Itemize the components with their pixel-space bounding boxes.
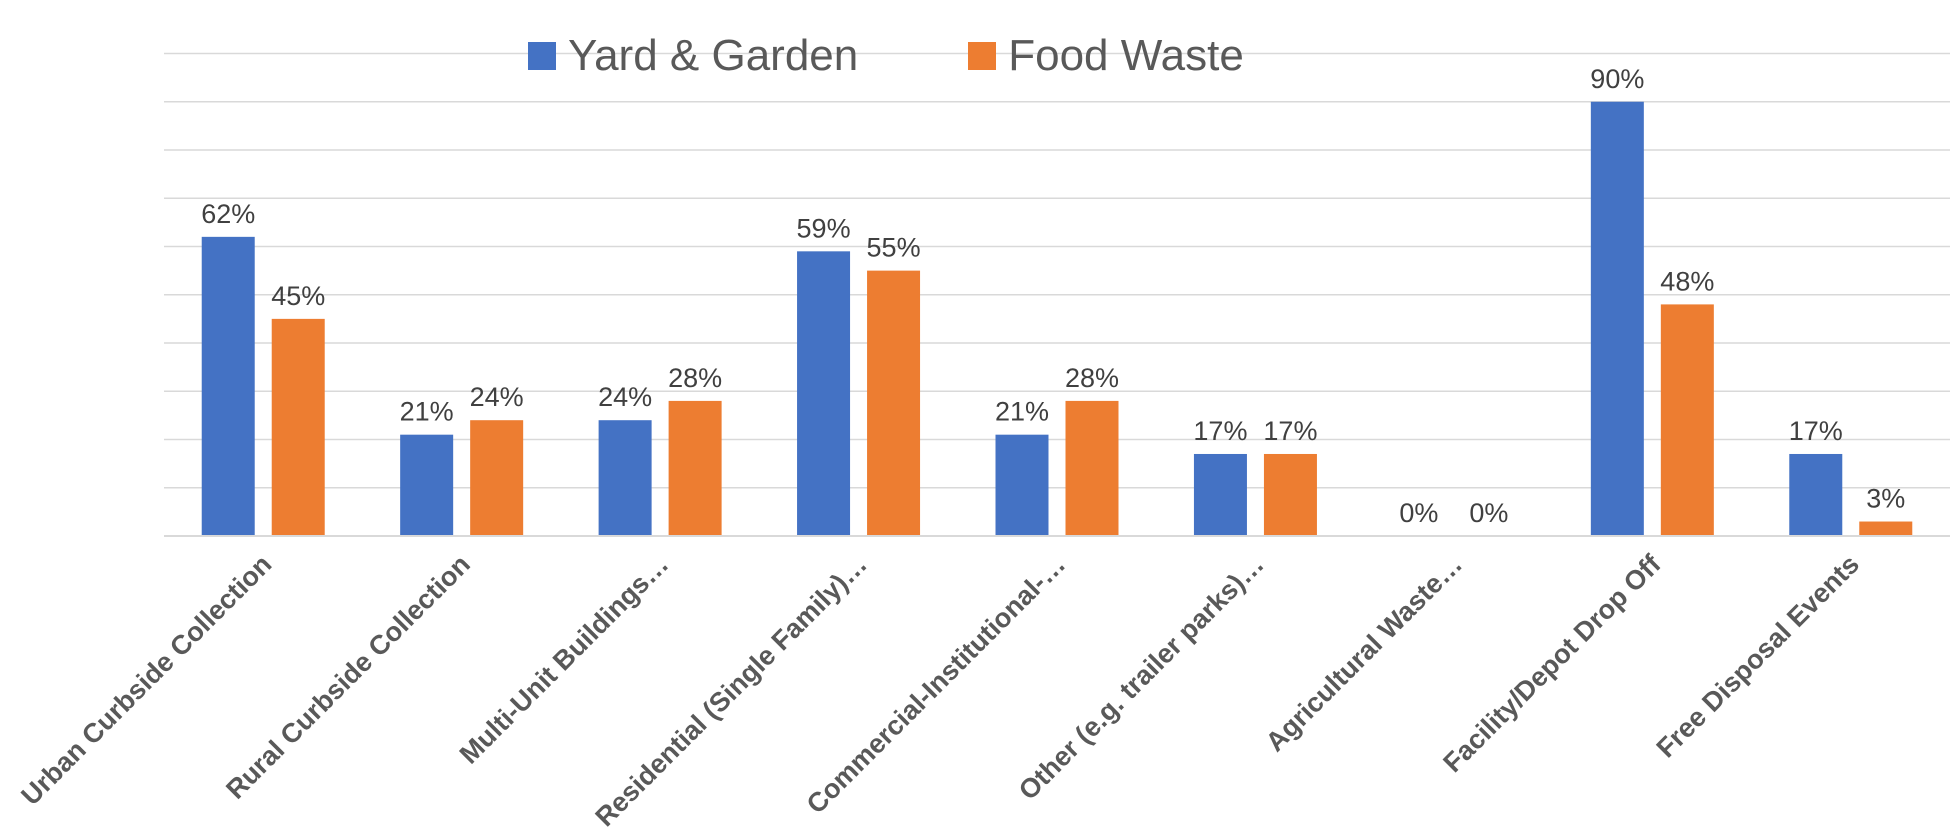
bar-food-waste bbox=[1859, 521, 1913, 536]
bar-food-waste bbox=[1263, 453, 1317, 536]
legend-swatch-yard-garden bbox=[528, 42, 556, 70]
data-label: 28% bbox=[1065, 363, 1119, 393]
legend-item-yard-garden: Yard & Garden bbox=[528, 34, 858, 78]
legend-label-yard-garden: Yard & Garden bbox=[568, 31, 859, 80]
legend-swatch-food-waste bbox=[968, 42, 997, 70]
bar-food-waste bbox=[1065, 400, 1119, 536]
data-label: 45% bbox=[271, 281, 325, 311]
data-label: 21% bbox=[400, 397, 454, 427]
bar-food-waste bbox=[668, 400, 722, 536]
bar-food-waste bbox=[1660, 304, 1714, 536]
bar-yard-garden bbox=[598, 420, 652, 536]
bar-yard-garden bbox=[400, 434, 454, 536]
x-tick-label: Facility/Depot Drop Off bbox=[1437, 548, 1667, 778]
gridlines bbox=[164, 52, 1950, 489]
data-label: 0% bbox=[1399, 498, 1438, 528]
bar-yard-garden bbox=[1789, 453, 1843, 536]
bar-yard-garden bbox=[1193, 453, 1247, 536]
data-labels: 62% 45% 21% 24% 24% 28% 59% 55% 21% 28% 17% 17% 0% 0%… bbox=[201, 64, 1905, 528]
legend-label-food-waste: Food Waste bbox=[1008, 31, 1244, 80]
data-label: 3% bbox=[1866, 484, 1905, 514]
data-label: 24% bbox=[598, 382, 652, 412]
bar-yard-garden bbox=[1590, 101, 1644, 536]
bar-yard-garden bbox=[797, 251, 851, 536]
bars bbox=[201, 101, 1913, 536]
data-label: 48% bbox=[1660, 266, 1714, 296]
data-label: 24% bbox=[470, 382, 524, 412]
data-label: 28% bbox=[668, 363, 722, 393]
data-label: 62% bbox=[201, 199, 255, 229]
data-label: 90% bbox=[1590, 64, 1644, 94]
x-tick-label: Multi-Unit Buildings… bbox=[454, 549, 675, 770]
x-tick-label: Free Disposal Events bbox=[1651, 549, 1865, 763]
data-label: 21% bbox=[995, 397, 1049, 427]
bar-food-waste bbox=[470, 420, 524, 536]
legend-item-food-waste: Food Waste bbox=[968, 34, 1244, 78]
bar-yard-garden bbox=[201, 236, 255, 536]
data-label: 59% bbox=[797, 213, 851, 243]
bar-yard-garden bbox=[995, 434, 1049, 536]
legend: Yard & Garden Food Waste bbox=[528, 34, 1244, 78]
data-label: 55% bbox=[867, 233, 921, 263]
data-label: 17% bbox=[1193, 416, 1247, 446]
data-label: 17% bbox=[1263, 416, 1317, 446]
x-tick-label: Agricultural Waste… bbox=[1260, 549, 1468, 757]
bar-food-waste bbox=[867, 270, 921, 536]
bar-food-waste bbox=[271, 318, 325, 536]
data-label: 0% bbox=[1469, 498, 1508, 528]
data-label: 17% bbox=[1789, 416, 1843, 446]
